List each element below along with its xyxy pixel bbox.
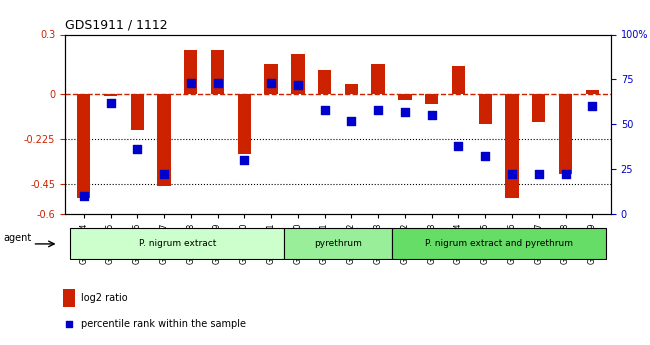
Text: agent: agent xyxy=(3,233,31,243)
Bar xyxy=(70,228,285,259)
Point xyxy=(239,157,250,163)
Point xyxy=(159,172,169,177)
Point xyxy=(79,193,89,199)
Point xyxy=(587,104,597,109)
Text: log2 ratio: log2 ratio xyxy=(81,293,127,303)
Bar xyxy=(532,94,545,122)
Bar xyxy=(425,94,438,104)
Bar xyxy=(265,65,278,94)
Text: percentile rank within the sample: percentile rank within the sample xyxy=(81,319,246,329)
Bar xyxy=(285,228,391,259)
Bar xyxy=(505,94,519,198)
Point xyxy=(266,80,276,86)
Point xyxy=(507,172,517,177)
Bar xyxy=(391,228,606,259)
Point xyxy=(186,80,196,86)
Bar xyxy=(291,55,305,94)
Bar xyxy=(104,94,117,96)
Text: pyrethrum: pyrethrum xyxy=(314,239,362,248)
Bar xyxy=(559,94,572,174)
Point xyxy=(346,118,357,124)
Bar xyxy=(238,94,251,154)
Point xyxy=(426,112,437,118)
Text: GDS1911 / 1112: GDS1911 / 1112 xyxy=(65,19,168,32)
Point xyxy=(534,172,544,177)
Text: P. nigrum extract and pyrethrum: P. nigrum extract and pyrethrum xyxy=(424,239,573,248)
Point xyxy=(400,109,410,115)
Bar xyxy=(478,94,492,124)
Point xyxy=(213,80,223,86)
Point xyxy=(453,143,463,148)
Point xyxy=(132,147,142,152)
Text: P. nigrum extract: P. nigrum extract xyxy=(138,239,216,248)
Bar xyxy=(318,70,332,94)
Point xyxy=(105,100,116,106)
Point xyxy=(64,322,74,327)
Bar xyxy=(131,94,144,130)
Bar xyxy=(586,90,599,94)
Bar xyxy=(184,50,198,94)
Point xyxy=(292,82,303,88)
Bar xyxy=(157,94,171,186)
Bar xyxy=(63,289,75,307)
Bar xyxy=(452,66,465,94)
Point xyxy=(319,107,330,112)
Point xyxy=(480,154,490,159)
Bar xyxy=(371,65,385,94)
Bar xyxy=(344,84,358,94)
Point xyxy=(373,107,384,112)
Bar xyxy=(77,94,90,198)
Bar xyxy=(211,50,224,94)
Bar xyxy=(398,94,411,100)
Point xyxy=(560,172,571,177)
